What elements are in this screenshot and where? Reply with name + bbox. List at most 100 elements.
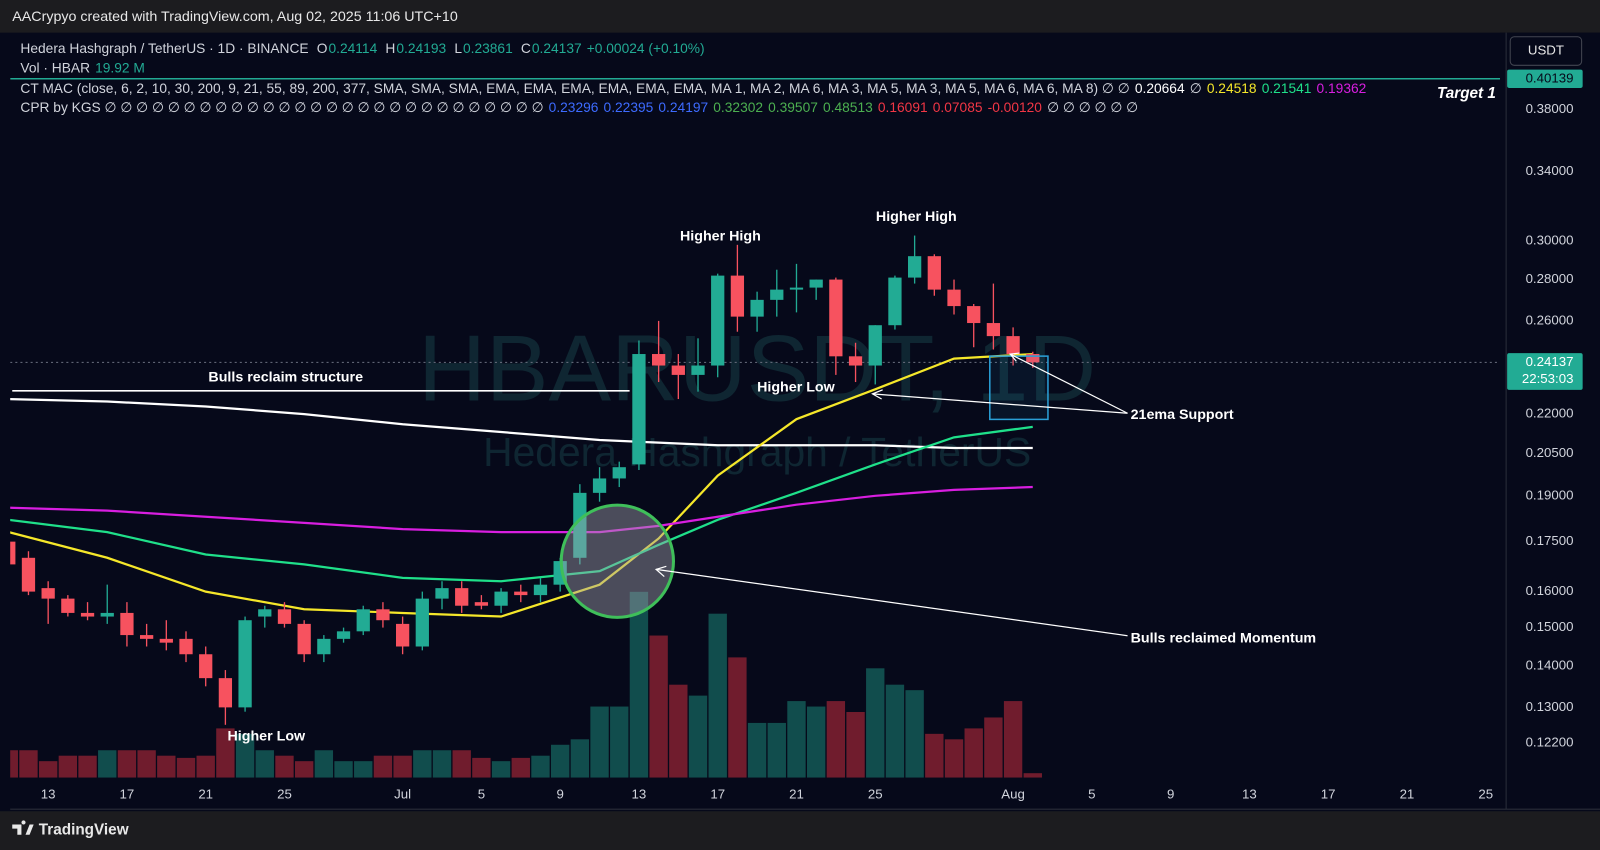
volume-bar [157, 755, 176, 778]
x-tick-label: 25 [1478, 786, 1493, 801]
legend-item: 0.19362 [1317, 80, 1367, 95]
volume-bar [629, 591, 649, 778]
legend-item: 0.48513 [823, 100, 873, 115]
y-tick-label: 0.13000 [1526, 699, 1574, 714]
y-tick-label: 0.26000 [1526, 312, 1574, 327]
x-tick-label: 5 [1088, 786, 1095, 801]
candle-body [967, 306, 981, 324]
legend-item: 0.24114 [328, 41, 377, 56]
candle-body [317, 638, 331, 655]
annotation: Higher Low [227, 729, 306, 745]
ma-line [10, 425, 1033, 583]
legend-item: -0.00120 [988, 100, 1043, 115]
legend-row: CPR by KGS ∅ ∅ ∅ ∅ ∅ ∅ ∅ ∅ ∅ ∅ ∅ ∅ ∅ ∅ ∅… [20, 100, 1138, 115]
candle-body [907, 256, 922, 278]
volume-bar [708, 613, 727, 778]
legend-item: CPR by KGS ∅ ∅ ∅ ∅ ∅ ∅ ∅ ∅ ∅ ∅ ∅ ∅ ∅ ∅ ∅… [20, 100, 543, 115]
volume-bar [590, 706, 609, 778]
volume-bar [334, 761, 353, 778]
x-tick-label: 21 [1400, 786, 1415, 801]
candle-body [651, 354, 666, 366]
x-tick-label: 13 [41, 786, 56, 801]
volume-bar [235, 733, 255, 778]
currency-button[interactable] [1509, 36, 1583, 66]
candle-body [612, 467, 626, 479]
legend-item: 0.24197 [658, 100, 708, 115]
candle-body [573, 492, 587, 558]
y-tick-label: 0.34000 [1526, 163, 1574, 178]
candle-body [120, 612, 134, 636]
candle-body [829, 279, 843, 357]
candle-body [947, 289, 961, 307]
candle-body [395, 623, 410, 647]
highlight-box [989, 355, 1049, 421]
volume-bar [866, 668, 885, 778]
legend-item: 0.24193 [396, 41, 446, 56]
volume-bar [58, 755, 78, 778]
header-text: AACrypyo created with TradingView.com, A… [12, 9, 458, 25]
volume-bar [610, 706, 629, 778]
y-tick-label: 0.15000 [1526, 619, 1574, 634]
arrow-head [654, 565, 667, 577]
volume-bar [294, 761, 314, 778]
countdown-label: 22:53:03 [1522, 371, 1574, 386]
x-tick-label: 17 [120, 786, 135, 801]
volume-bar [767, 722, 786, 778]
y-tick-label: 0.20500 [1526, 445, 1574, 460]
candle-body [415, 598, 429, 647]
volume-bar [984, 717, 1003, 778]
volume-bar [1003, 701, 1023, 778]
price-line-badge [1507, 69, 1583, 88]
candle-body [632, 354, 646, 465]
candle-body [277, 609, 292, 624]
volume-bar [550, 744, 570, 778]
candle-body [1006, 336, 1020, 355]
legend-item: ∅ ∅ ∅ ∅ ∅ ∅ [1047, 100, 1138, 115]
volume-bar [78, 755, 97, 778]
volume-bar [491, 761, 511, 778]
volume-bar [452, 750, 471, 778]
volume-bar [649, 635, 668, 778]
volume-bar [905, 690, 924, 778]
y-tick-label: 0.30000 [1526, 233, 1574, 248]
candle-body [494, 591, 508, 606]
legend-item: 0.16091 [878, 100, 928, 115]
legend-item: CT MAC (close, 6, 2, 10, 30, 200, 9, 21,… [20, 80, 1129, 95]
x-tick-label: 9 [1167, 786, 1174, 801]
x-tick-label: 9 [556, 786, 563, 801]
legend-item: ∅ [1190, 80, 1202, 95]
logo-icon [12, 820, 34, 835]
volume-bar [826, 701, 846, 778]
arrow [656, 568, 1128, 637]
volume-bar [787, 701, 806, 778]
candle-body [455, 588, 469, 606]
arrow [1009, 353, 1128, 414]
watermark: Hedera Hashgraph / TetherUS [483, 429, 1031, 475]
volume-bar [669, 684, 688, 778]
annotation: 21ema Support [1131, 407, 1234, 423]
legend-item: C [521, 41, 531, 56]
legend-item: O [317, 41, 328, 56]
volume-bar [688, 695, 708, 778]
volume-bar [925, 733, 944, 778]
candle-body [356, 609, 370, 632]
candle-body [179, 638, 193, 655]
volume-bar [846, 712, 865, 778]
volume-bar [176, 757, 196, 778]
bottom-bar [0, 811, 1600, 850]
annotations: Higher High Higher High Higher Low Highe… [12, 85, 1496, 745]
volume-bar [117, 750, 137, 778]
ma-line [10, 352, 1033, 618]
annotation: Higher High [680, 229, 761, 245]
annotation: Higher High [876, 209, 957, 225]
legend-item: H [385, 41, 395, 56]
x-tick-label: 25 [277, 786, 292, 801]
footer-brand: TradingView [39, 822, 129, 839]
volume-bar [393, 755, 412, 778]
legend-item: 0.23296 [549, 100, 599, 115]
candle-body [514, 591, 528, 596]
legend-item: 0.24137 [532, 41, 582, 56]
volume-bar [728, 657, 747, 778]
top-bar [0, 0, 1600, 33]
